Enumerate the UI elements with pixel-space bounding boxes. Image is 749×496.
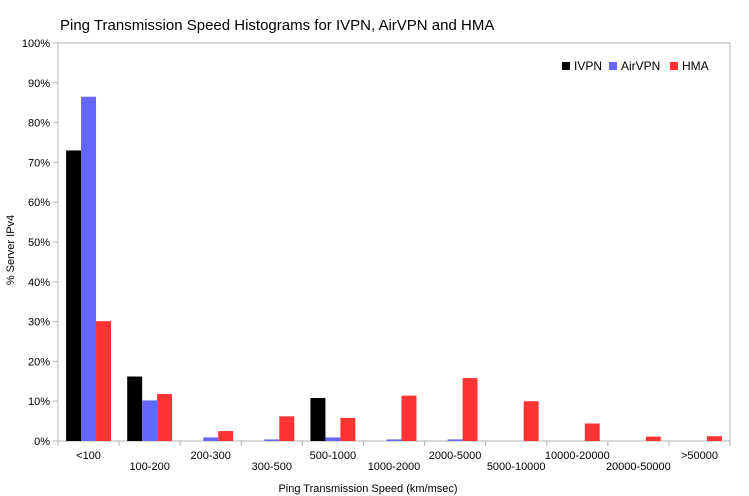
plot-frame — [57, 42, 731, 442]
bar-airvpn — [386, 439, 402, 441]
bar-airvpn — [203, 437, 219, 441]
bar-hma — [706, 436, 722, 441]
x-tick-label: 2000-5000 — [429, 450, 482, 462]
y-axis-title: % Server IPv4 — [5, 215, 17, 285]
y-tick-label: 50% — [28, 237, 50, 249]
bar-hma — [584, 423, 600, 441]
x-tick-label: 5000-10000 — [487, 461, 546, 473]
legend-label-ivpn: IVPN — [574, 59, 602, 73]
y-tick-label: 80% — [28, 118, 50, 130]
legend-swatch-ivpn — [562, 62, 570, 70]
legend: IVPN AirVPN HMA — [562, 59, 709, 73]
x-tick-label: 20000-50000 — [606, 461, 671, 473]
x-axis-title: Ping Transmission Speed (km/msec) — [278, 483, 457, 495]
x-tick-label: 1000-2000 — [368, 461, 421, 473]
bar-airvpn — [447, 439, 463, 441]
bar-hma — [340, 417, 356, 441]
plot-area: 0% 10% 20% 30% 40% 50% 60% 70% 80% 90% 100% <100 100… — [22, 38, 731, 473]
x-tick-label: >50000 — [681, 450, 718, 462]
bar-hma — [96, 321, 111, 441]
y-tick-label: 20% — [28, 356, 50, 368]
x-tick-label: 100-200 — [129, 461, 169, 473]
bar-hma — [645, 436, 661, 441]
x-tick-label: 300-500 — [252, 461, 292, 473]
y-tick-label: 90% — [28, 78, 50, 90]
x-tick-label: 200-300 — [191, 450, 231, 462]
bar-ivpn — [66, 150, 82, 441]
x-tick-label: 10000-20000 — [545, 450, 610, 462]
bar-hma — [401, 395, 417, 441]
y-tick-label: 100% — [22, 38, 50, 50]
bar-airvpn — [142, 400, 158, 441]
x-tick-label: 500-1000 — [310, 450, 357, 462]
y-tick-label: 70% — [28, 157, 50, 169]
bar-airvpn — [264, 439, 280, 441]
chart-title: Ping Transmission Speed Histograms for I… — [60, 17, 494, 34]
y-tick-label: 30% — [28, 317, 50, 329]
y-tick-label: 10% — [28, 396, 50, 408]
y-tick-label: 0% — [34, 436, 50, 448]
bar-hma — [218, 431, 234, 441]
bar-hma — [157, 394, 173, 441]
bar-airvpn — [81, 96, 97, 441]
bar-hma — [279, 416, 295, 441]
legend-label-hma: HMA — [682, 59, 709, 73]
bar-ivpn — [310, 398, 326, 441]
bar-hma — [462, 378, 478, 441]
legend-swatch-airvpn — [609, 62, 617, 70]
y-tick-label: 40% — [28, 277, 50, 289]
bar-airvpn — [325, 437, 341, 441]
legend-label-airvpn: AirVPN — [621, 59, 660, 73]
x-tick-label: <100 — [76, 450, 101, 462]
bar-hma — [523, 401, 539, 441]
bar-ivpn — [127, 376, 143, 441]
legend-swatch-hma — [670, 62, 678, 70]
y-tick-label: 60% — [28, 197, 50, 209]
